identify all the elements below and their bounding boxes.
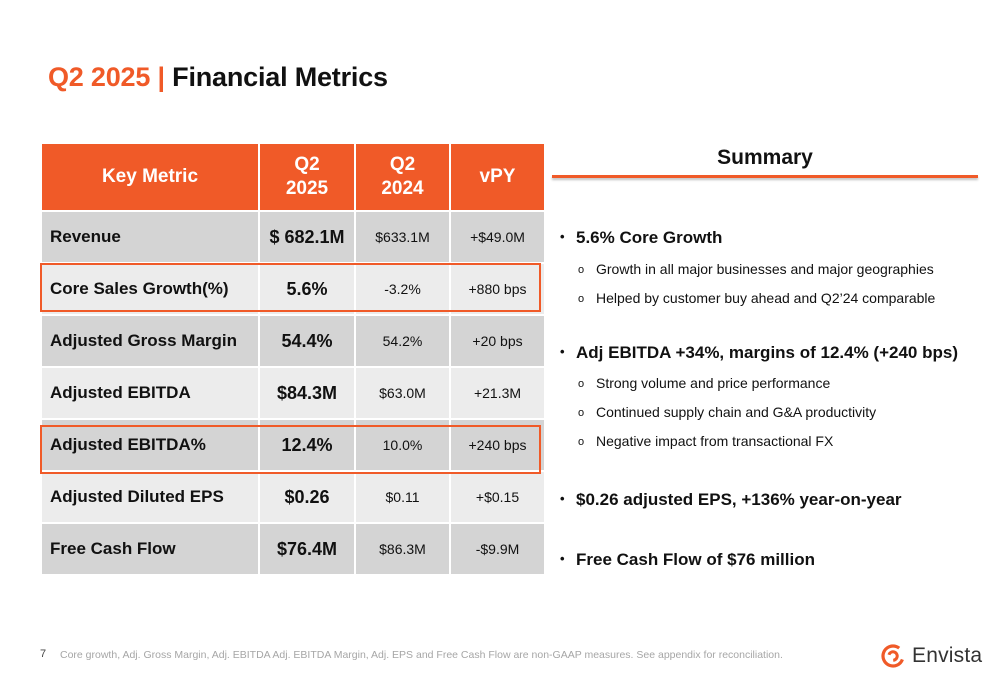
metrics-table: Key Metric Q2 2025 Q2 2024 vPY Revenue $ 6… [40,142,546,576]
header-q2-2025: Q2 2025 [258,142,356,212]
metric-name: Free Cash Flow [40,522,260,576]
hollow-circle-icon: o [578,378,585,390]
value-q2-2025: $76.4M [258,522,356,576]
header-q2-2024: Q2 2024 [354,142,451,212]
table-header-row: Key Metric Q2 2025 Q2 2024 vPY [40,142,546,212]
table-row-revenue: Revenue $ 682.1M $633.1M +$49.0M [40,210,546,264]
title-text: Financial Metrics [172,62,388,92]
summary-bullet-eps: • $0.26 adjusted EPS, +136% year-on-year [560,490,902,509]
value-q2-2024: $63.0M [354,366,451,420]
value-q2-2024: 54.2% [354,314,451,368]
metric-name: Adjusted EBITDA% [40,418,260,472]
hollow-circle-icon: o [578,293,585,305]
value-q2-2024: $633.1M [354,210,451,264]
value-vpy: +20 bps [449,314,546,368]
bullet-dot-icon: • [560,229,565,244]
header-vpy: vPY [449,142,546,212]
value-q2-2025: 54.4% [258,314,356,368]
value-vpy: +880 bps [449,262,546,316]
metric-name: Adjusted Diluted EPS [40,470,260,524]
summary-heading: Summary [717,146,813,169]
bullet-dot-icon: • [560,344,565,359]
footnote: Core growth, Adj. Gross Margin, Adj. EBI… [60,649,783,661]
value-vpy: +$49.0M [449,210,546,264]
value-q2-2024: 10.0% [354,418,451,472]
value-q2-2025: 12.4% [258,418,356,472]
slide-title: Q2 2025 | Financial Metrics [48,62,388,93]
metric-name: Adjusted Gross Margin [40,314,260,368]
summary-sub-bullet: o Continued supply chain and G&A producti… [578,404,877,420]
value-q2-2024: $0.11 [354,470,451,524]
value-q2-2024: -3.2% [354,262,451,316]
metric-name: Adjusted EBITDA [40,366,260,420]
logo-wordmark: Envista [912,644,983,667]
value-vpy: +$0.15 [449,470,546,524]
value-q2-2025: $ 682.1M [258,210,356,264]
bullet-dot-icon: • [560,551,565,566]
summary-divider [552,175,978,178]
header-key-metric: Key Metric [40,142,260,212]
title-quarter: Q2 2025 | [48,62,165,92]
table-row-core-sales-growth: Core Sales Growth(%) 5.6% -3.2% +880 bps [40,262,546,316]
envista-logo: Envista [880,642,982,670]
summary-bullet-free-cash-flow: • Free Cash Flow of $76 million [560,550,815,569]
hollow-circle-icon: o [578,436,585,448]
value-q2-2025: 5.6% [258,262,356,316]
hollow-circle-icon: o [578,264,585,276]
bullet-dot-icon: • [560,491,565,506]
value-q2-2025: $0.26 [258,470,356,524]
summary-sub-bullet: o Helped by customer buy ahead and Q2’24 … [578,290,936,306]
table-row-adjusted-diluted-eps: Adjusted Diluted EPS $0.26 $0.11 +$0.15 [40,470,546,524]
summary-bullet-core-growth: • 5.6% Core Growth [560,228,723,247]
value-vpy: +21.3M [449,366,546,420]
hollow-circle-icon: o [578,407,585,419]
summary-bullet-adj-ebitda: • Adj EBITDA +34%, margins of 12.4% (+240… [560,343,958,362]
metric-name: Revenue [40,210,260,264]
value-q2-2025: $84.3M [258,366,356,420]
table-row-adjusted-ebitda: Adjusted EBITDA $84.3M $63.0M +21.3M [40,366,546,420]
table-row-free-cash-flow: Free Cash Flow $76.4M $86.3M -$9.9M [40,522,546,576]
summary-sub-bullet: o Growth in all major businesses and majo… [578,261,934,277]
table-row-adjusted-ebitda-pct: Adjusted EBITDA% 12.4% 10.0% +240 bps [40,418,546,472]
value-vpy: +240 bps [449,418,546,472]
table-row-adjusted-gross-margin: Adjusted Gross Margin 54.4% 54.2% +20 bp… [40,314,546,368]
summary-sub-bullet: o Negative impact from transactional FX [578,433,834,449]
envista-logo-icon [881,644,905,668]
summary-sub-bullet: o Strong volume and price performance [578,375,831,391]
page-number: 7 [40,648,47,660]
value-q2-2024: $86.3M [354,522,451,576]
metric-name: Core Sales Growth(%) [40,262,260,316]
value-vpy: -$9.9M [449,522,546,576]
